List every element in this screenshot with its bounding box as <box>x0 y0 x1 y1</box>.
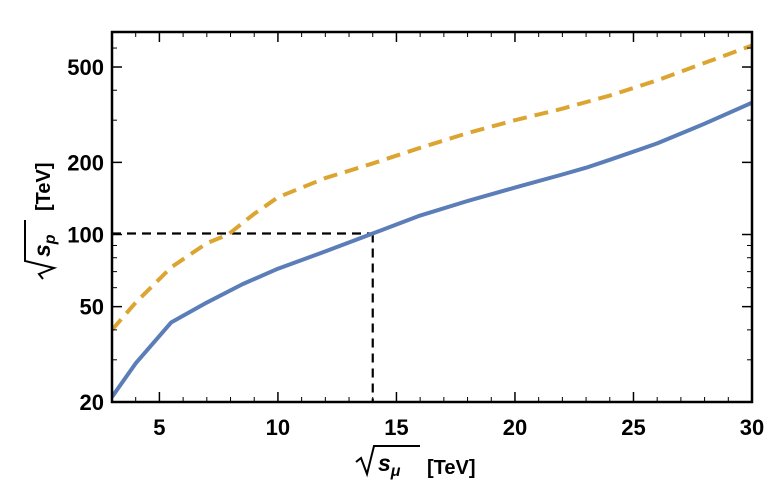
svg-text:sμ: sμ <box>378 450 401 480</box>
x-axis-unit: [TeV] <box>427 457 476 479</box>
svg-text:sp: sp <box>29 234 59 257</box>
series-layer <box>112 43 752 399</box>
guide-lines <box>112 232 374 402</box>
y-axis-subscript: p <box>42 234 59 245</box>
y-axis-unit: [TeV] <box>33 162 55 211</box>
plot-frame <box>110 30 754 404</box>
y-axis-symbol: s <box>29 244 55 257</box>
x-axis-subscript: μ <box>390 463 401 480</box>
x-axis-sqrt-sign <box>355 445 420 478</box>
y-axis-sqrt-sign <box>24 220 58 280</box>
x-axis-label: sμ [TeV] <box>355 445 476 480</box>
y-tick-label-500: 500 <box>67 55 104 80</box>
axis-ticks <box>111 31 753 403</box>
series-line-1 <box>112 43 752 332</box>
y-tick-label-50: 50 <box>80 295 104 320</box>
x-axis-symbol: s <box>378 450 391 476</box>
x-tick-label-25: 25 <box>621 415 645 440</box>
y-tick-label-20: 20 <box>80 390 104 415</box>
x-tick-label-15: 15 <box>384 415 408 440</box>
x-tick-label-5: 5 <box>153 415 165 440</box>
x-tick-label-30: 30 <box>740 415 764 440</box>
series-line-0 <box>112 100 752 399</box>
tick-labels: 5 10 15 20 25 30 20 50 100 200 500 <box>67 55 764 440</box>
y-axis-label: sp [TeV] <box>24 162 59 280</box>
y-tick-label-100: 100 <box>67 223 104 248</box>
x-tick-label-20: 20 <box>503 415 527 440</box>
x-tick-label-10: 10 <box>266 415 290 440</box>
y-tick-label-200: 200 <box>67 150 104 175</box>
